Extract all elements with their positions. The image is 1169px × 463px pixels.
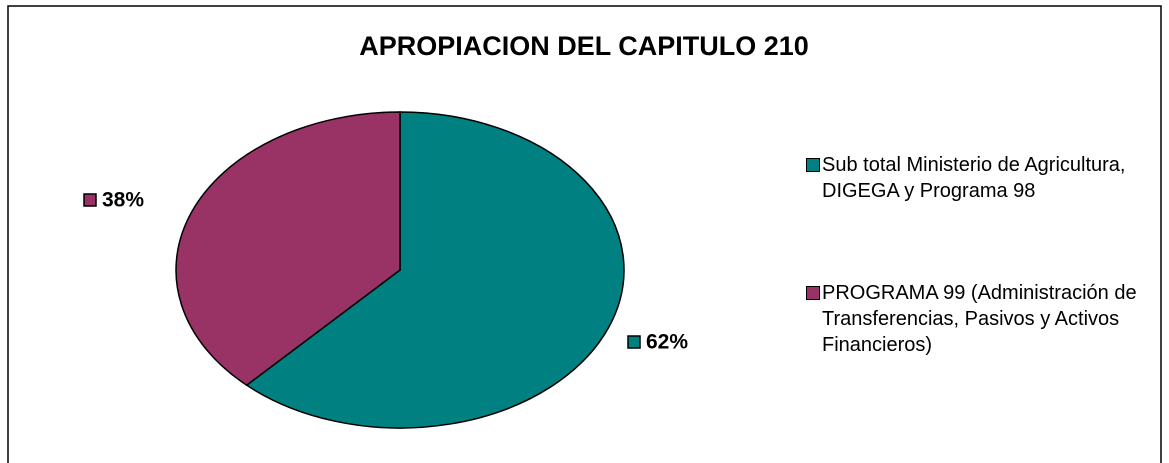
legend-label: Sub total Ministerio de Agricultura, DIG… — [822, 154, 1126, 202]
legend-label: PROGRAMA 99 (Administración de Transfere… — [822, 282, 1137, 356]
legend-swatch — [806, 286, 820, 300]
legend-item: PROGRAMA 99 (Administración de Transfere… — [800, 280, 1140, 358]
legend-item: Sub total Ministerio de Agricultura, DIG… — [800, 152, 1140, 204]
pie-slice — [245, 111, 625, 429]
data-label-swatch — [627, 335, 641, 349]
chart-title: APROPIACION DEL CAPITULO 210 — [359, 31, 809, 61]
data-label-swatch — [83, 193, 97, 207]
data-label: 62% — [646, 331, 688, 354]
data-label: 38% — [102, 189, 144, 212]
legend-swatch — [806, 158, 820, 172]
pie-slice — [175, 111, 401, 387]
